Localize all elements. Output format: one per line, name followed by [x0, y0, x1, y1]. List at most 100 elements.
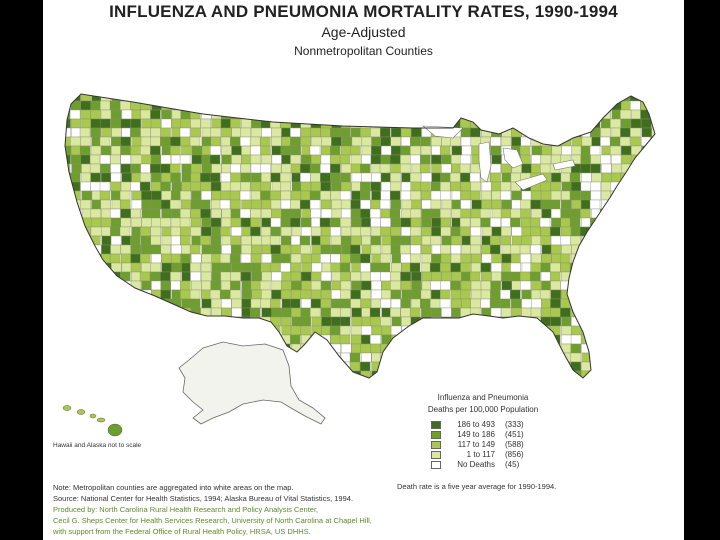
county-cell [161, 172, 173, 183]
county-cell [280, 217, 292, 228]
county-cell [461, 109, 472, 120]
county-cell [330, 253, 341, 264]
county-cell [410, 370, 422, 378]
county-cell [261, 271, 272, 282]
county-cell [130, 118, 142, 129]
county-cell [90, 307, 101, 318]
county-cell [431, 271, 442, 282]
county-cell [520, 316, 531, 327]
county-cell [189, 289, 201, 300]
county-cell [380, 154, 392, 165]
county-cell [430, 334, 442, 345]
county-cell [470, 334, 481, 345]
county-cell [551, 127, 562, 138]
county-cell [161, 109, 172, 120]
legend-title-line2: Deaths per 100,000 Population [427, 405, 539, 414]
county-cell [250, 334, 261, 345]
county-cell [540, 271, 552, 282]
county-cell [81, 289, 93, 300]
county-cell [549, 343, 561, 354]
county-cell [151, 217, 162, 228]
county-cell [640, 370, 652, 378]
county-cell [99, 136, 111, 147]
county-cell [340, 127, 351, 138]
county-cell [641, 127, 652, 138]
county-cell [420, 244, 432, 255]
county-cell [321, 136, 332, 147]
county-cell [399, 343, 411, 354]
county-cell [121, 307, 132, 318]
county-cell [579, 271, 591, 282]
county-cell [200, 316, 211, 327]
county-cell [250, 154, 261, 165]
county-cell [481, 226, 493, 237]
county-cell [240, 334, 252, 345]
county-cell [349, 352, 361, 363]
county-cell [641, 94, 652, 102]
county-cell [391, 262, 402, 273]
county-cell [391, 380, 401, 389]
county-cell [511, 118, 522, 129]
county-cell [300, 361, 312, 372]
county-cell [261, 253, 273, 264]
county-cell [610, 343, 621, 354]
legend-swatch [431, 461, 441, 469]
county-cell [490, 100, 501, 111]
county-cell [230, 334, 241, 345]
county-cell [321, 262, 333, 273]
county-cell [360, 109, 371, 120]
county-cell [119, 100, 131, 111]
county-cell [650, 298, 655, 309]
county-cell [601, 352, 612, 363]
note-line: Source: National Center for Health Stati… [53, 494, 354, 503]
county-cell [580, 100, 591, 111]
legend-range: 117 to 149 [457, 440, 495, 449]
county-cell [410, 325, 422, 336]
county-cell [140, 235, 152, 246]
county-cell [610, 208, 622, 219]
county-cell [560, 307, 571, 318]
county-cell [451, 145, 463, 156]
county-cell [450, 100, 461, 111]
county-cell [620, 235, 632, 246]
county-cell [321, 316, 332, 327]
note-line: Produced by: North Carolina Rural Health… [53, 505, 319, 514]
county-cell [279, 172, 291, 183]
county-cell [141, 118, 152, 129]
county-cell [151, 190, 162, 201]
county-cell [521, 217, 532, 228]
county-cell [290, 325, 302, 336]
county-cell [311, 181, 322, 192]
county-cell [90, 289, 102, 300]
county-cell [270, 172, 281, 183]
county-cell [69, 136, 81, 147]
county-cell [111, 190, 122, 201]
county-cell [401, 316, 412, 327]
county-cell [631, 235, 643, 246]
county-cell [110, 118, 121, 129]
county-cell [630, 172, 642, 183]
county-cell [80, 343, 91, 354]
county-cell [601, 190, 612, 201]
county-cell [360, 343, 371, 354]
county-cell [320, 271, 332, 282]
county-cell [459, 226, 471, 237]
county-cell [420, 154, 431, 165]
county-cell [389, 208, 401, 219]
county-cell [190, 100, 201, 111]
county-cell [131, 380, 141, 389]
county-cell [120, 163, 131, 174]
county-cell [570, 334, 582, 345]
legend-count: (451) [505, 430, 524, 439]
county-cell [420, 370, 431, 378]
county-cell [230, 163, 241, 174]
county-cell [390, 235, 402, 246]
county-cell [280, 316, 292, 327]
county-cell [120, 181, 132, 192]
county-cell [391, 253, 403, 264]
county-cell [560, 100, 572, 111]
county-cell [330, 145, 341, 156]
county-cell [170, 280, 181, 291]
county-cell [310, 118, 322, 129]
county-cell [221, 262, 232, 273]
